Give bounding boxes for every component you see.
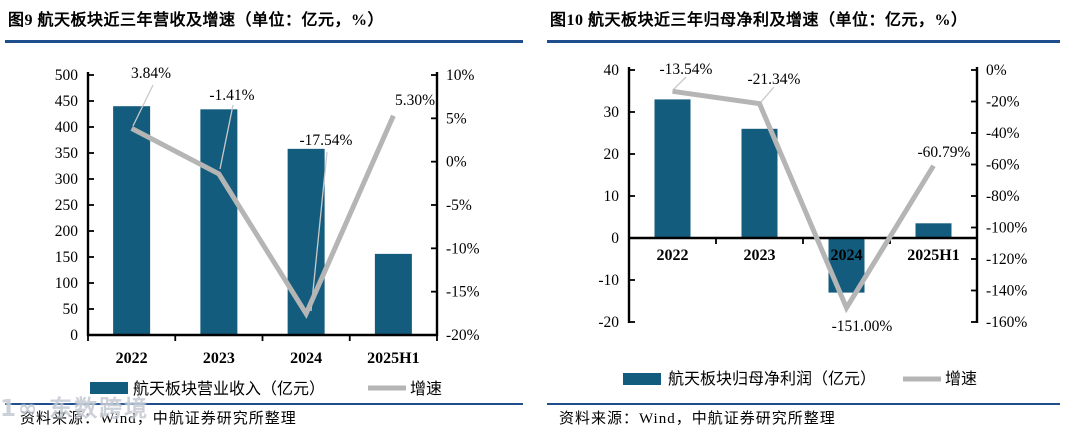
legend-line-label: 增速 (410, 380, 442, 398)
left-axis-tick-label: 10 (604, 188, 620, 205)
figure9-title: 图9 航天板块近三年营收及增速（单位：亿元，%） (8, 12, 385, 29)
figure10-title: 图10 航天板块近三年归母净利及增速（单位：亿元，%） (550, 12, 968, 29)
legend-bar-label: 航天板块营业收入（亿元） (133, 380, 325, 398)
x-axis-label: 2024 (831, 247, 863, 264)
right-axis-tick-label: 5% (446, 110, 467, 127)
left-axis-tick-label: 50 (63, 301, 79, 318)
left-axis-tick-label: 20 (604, 146, 620, 163)
label-leader-line (672, 76, 687, 91)
right-axis-tick-label: -10% (446, 240, 480, 257)
left-axis-tick-label: 30 (604, 104, 620, 121)
left-axis-tick-label: 350 (55, 145, 79, 162)
x-axis-label: 2023 (744, 247, 776, 264)
growth-line (130, 114, 396, 320)
legend-bar-swatch (90, 382, 128, 394)
bar (741, 128, 778, 238)
source-separator-left (5, 403, 523, 405)
left-axis-tick-label: 250 (55, 197, 79, 214)
right-axis-tick-label: -5% (446, 197, 472, 214)
revenue-growth-chart: 0 50 100 150 200 250 300 350 400 450 500 -20% -15% -1… (55, 65, 480, 398)
left-axis-tick-label: 400 (55, 119, 79, 136)
legend-bar-swatch (623, 373, 661, 385)
right-axis-tick-label: -140% (986, 283, 1027, 300)
right-axis-tick-label: -20% (446, 327, 480, 344)
x-axis-label: 2022 (116, 350, 148, 367)
growth-point-label: 3.84% (131, 65, 171, 82)
growth-point-label: -17.54% (300, 132, 353, 149)
growth-point-label: 5.30% (395, 92, 435, 109)
legend-line-label: 增速 (945, 370, 977, 388)
right-axis-tick-label: -60% (986, 157, 1020, 174)
growth-point-label: -1.41% (209, 87, 254, 104)
left-axis-tick-label: 0 (70, 327, 78, 344)
right-axis-tick-label: -40% (986, 125, 1020, 142)
right-axis-tick-label: -80% (986, 188, 1020, 205)
left-axis-tick-label: 0 (611, 230, 619, 247)
growth-line (672, 88, 936, 314)
growth-point-label: -13.54% (660, 61, 713, 78)
left-axis-tick-label: 100 (55, 275, 79, 292)
right-axis-tick-label: -120% (986, 251, 1027, 268)
left-axis-tick-label: -10 (598, 272, 619, 289)
bar (287, 148, 325, 335)
right-axis-tick-label: 10% (446, 67, 475, 84)
right-axis-tick-label: -15% (446, 284, 480, 301)
left-axis-tick-label: 500 (55, 67, 79, 84)
source-separator-right (547, 403, 1060, 405)
x-axis-label: 2023 (203, 350, 235, 367)
bar (200, 109, 238, 335)
title-separator-left (5, 40, 523, 43)
x-axis-label: 2025H1 (367, 350, 419, 367)
source-note-left: 资料来源：Wind，中航证券研究所整理 (20, 411, 297, 427)
growth-point-label: -60.79% (918, 144, 971, 161)
bar (374, 253, 412, 335)
bar (915, 223, 952, 238)
right-axis-tick-label: -100% (986, 220, 1027, 237)
x-axis-label: 2024 (290, 350, 322, 367)
label-leader-line (310, 151, 328, 312)
left-axis-tick-label: 200 (55, 223, 79, 240)
left-axis-tick-label: 40 (604, 62, 620, 79)
left-axis-tick-label: 300 (55, 171, 79, 188)
label-leader-line (760, 86, 775, 103)
bar (113, 106, 151, 335)
bar (654, 99, 691, 239)
left-axis-tick-label: 150 (55, 249, 79, 266)
left-axis-tick-label: -20 (598, 314, 619, 331)
right-axis-tick-label: -20% (986, 94, 1020, 111)
legend-bar-label: 航天板块归母净利润（亿元） (668, 370, 876, 388)
right-axis-tick-label: 0% (986, 62, 1007, 79)
left-axis-tick-label: 450 (55, 93, 79, 110)
x-axis-label: 2025H1 (907, 247, 959, 264)
net-profit-growth-chart: -20 -10 0 10 20 30 40 -160% -140% -120% -100% -80% -… (598, 61, 1027, 388)
right-axis-tick-label: -160% (986, 314, 1027, 331)
growth-point-label: -21.34% (748, 71, 801, 88)
source-note-right: 资料来源：Wind，中航证券研究所整理 (559, 411, 836, 427)
title-separator-right (547, 40, 1060, 43)
right-axis-tick-label: 0% (446, 154, 467, 171)
label-leader-line (219, 104, 234, 170)
growth-point-label: -151.00% (832, 318, 893, 335)
label-leader-line (132, 84, 154, 127)
x-axis-label: 2022 (657, 247, 689, 264)
